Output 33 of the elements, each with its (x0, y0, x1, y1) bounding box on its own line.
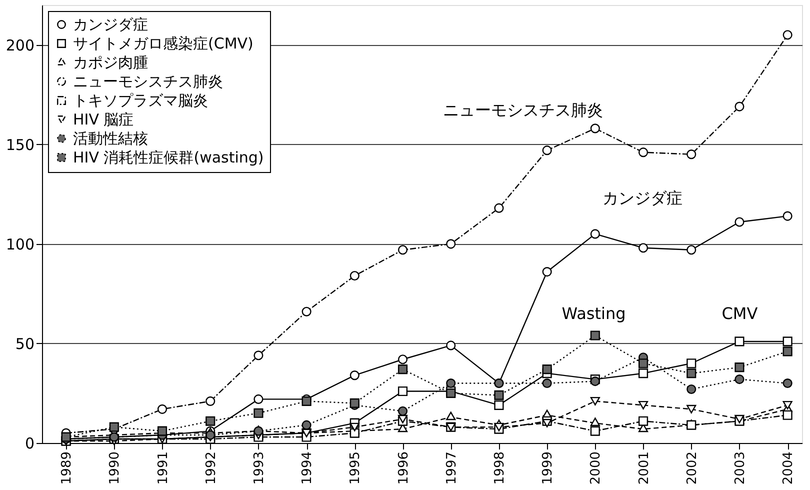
legend-label: サイトメガロ感染症(CMV) (73, 34, 254, 52)
legend-label: HIV 脳症 (73, 110, 134, 128)
x-tick-label: 1991 (156, 452, 171, 485)
x-tick-label: 1995 (348, 452, 364, 485)
x-tick-label: 1992 (204, 452, 219, 485)
x-tick-label: 2004 (781, 452, 796, 485)
y-tick-label: 150 (6, 136, 34, 154)
legend-label: 活動性結核 (73, 130, 148, 148)
x-tick-label: 1989 (60, 452, 75, 485)
x-tick-label: 1998 (492, 452, 508, 485)
legend-label: カンジダ症 (73, 16, 148, 34)
x-tick-label: 1993 (252, 452, 267, 485)
x-tick-label: 1990 (108, 452, 123, 485)
legend-label: カポジ肉腫 (73, 54, 148, 72)
x-tick-label: 2002 (684, 452, 700, 485)
annotation: ニューモシスチス肺炎 (443, 100, 604, 120)
y-tick-label: 100 (6, 235, 34, 254)
x-tick-label: 1997 (444, 452, 460, 485)
x-tick-label: 1999 (540, 452, 556, 485)
x-tick-label: 2003 (732, 452, 748, 485)
y-tick-label: 50 (15, 334, 34, 353)
legend-label: トキソプラズマ脳炎 (73, 92, 208, 110)
x-tick-label: 1994 (300, 452, 316, 485)
x-tick-label: 2000 (588, 452, 604, 485)
annotation: CMV (722, 304, 758, 324)
legend-label: HIV 消耗性症候群(wasting) (73, 148, 264, 166)
x-tick-label: 2001 (636, 452, 652, 485)
x-tick-label: 1996 (396, 452, 412, 485)
y-tick-label: 200 (6, 36, 34, 54)
annotation: カンジダ症 (602, 188, 682, 208)
annotation: Wasting (562, 304, 626, 324)
y-tick-label: 0 (24, 434, 34, 452)
legend-label: ニューモシスチス肺炎 (73, 72, 223, 90)
